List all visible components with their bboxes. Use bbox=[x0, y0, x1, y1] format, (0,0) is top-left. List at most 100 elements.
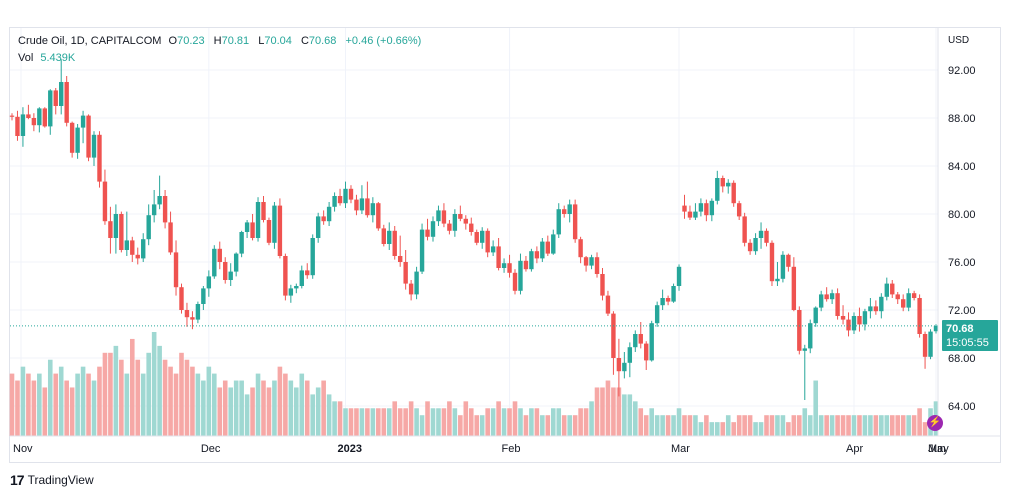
candle-body bbox=[119, 214, 124, 250]
tradingview-logo-icon: 17 bbox=[10, 472, 25, 488]
candle-body bbox=[906, 293, 911, 308]
candle-body bbox=[616, 358, 622, 372]
volume-bar bbox=[168, 366, 173, 436]
volume-bar bbox=[764, 415, 769, 436]
candle-body bbox=[223, 262, 228, 280]
candle-body bbox=[403, 262, 408, 284]
volume-bar bbox=[261, 380, 266, 436]
volume-bar bbox=[425, 401, 430, 436]
symbol-legend: Crude Oil, 1D, CAPITALCOM O70.23 H70.81 … bbox=[18, 35, 427, 47]
x-tick-label: May bbox=[928, 443, 949, 455]
volume-bar bbox=[643, 415, 649, 436]
volume-bar bbox=[195, 373, 201, 436]
currency-label[interactable]: USD bbox=[948, 35, 970, 46]
candle-body bbox=[567, 204, 572, 214]
volume-bar bbox=[80, 366, 86, 436]
volume-bar bbox=[157, 345, 162, 436]
change-value: +0.46 (+0.66%) bbox=[345, 35, 422, 47]
candle-body bbox=[846, 319, 851, 331]
volume-bar bbox=[709, 422, 715, 436]
volume-bar bbox=[365, 408, 370, 436]
x-tick-label: Apr bbox=[846, 443, 863, 455]
symbol-label[interactable]: Crude Oil, 1D, CAPITALCOM bbox=[18, 35, 162, 47]
tradingview-brand[interactable]: 17 TradingView bbox=[10, 472, 94, 488]
candle-body bbox=[20, 114, 26, 136]
candle-body bbox=[244, 222, 250, 232]
candle-body bbox=[857, 316, 862, 325]
candle-body bbox=[299, 270, 304, 286]
volume-bar bbox=[392, 401, 398, 436]
candle-body bbox=[709, 200, 715, 216]
candle-body bbox=[890, 283, 895, 295]
volume-bar bbox=[419, 415, 425, 436]
volume-bar bbox=[359, 408, 365, 436]
candle-body bbox=[715, 178, 720, 201]
volume-bar bbox=[162, 359, 168, 436]
volume-bar bbox=[873, 415, 879, 436]
vol-label: Vol bbox=[18, 52, 34, 64]
price-axis[interactable]: 64.00 68.00 72.00 76.00 80.00 84.00 88.00 92.00 bbox=[948, 65, 976, 413]
candle-body bbox=[305, 270, 310, 276]
volume-bar bbox=[725, 415, 731, 436]
volume-bar bbox=[119, 359, 124, 436]
candle-body bbox=[671, 286, 676, 302]
candle-body bbox=[813, 307, 818, 324]
volume-bar bbox=[523, 415, 529, 436]
high-label: H bbox=[213, 35, 222, 47]
volume-bar bbox=[69, 387, 75, 436]
volume-bar bbox=[20, 366, 26, 436]
volume-bar bbox=[572, 415, 578, 436]
volume-bar bbox=[769, 415, 775, 436]
volume-bar bbox=[900, 415, 906, 436]
volume-bar bbox=[173, 373, 179, 436]
volume-bar bbox=[512, 401, 518, 436]
candle-body bbox=[332, 196, 337, 207]
volume-bar bbox=[447, 401, 452, 436]
low-label: L bbox=[258, 35, 265, 47]
candle-body bbox=[108, 221, 113, 238]
candle-body bbox=[146, 215, 151, 240]
candle-body bbox=[654, 305, 660, 324]
volume-bar bbox=[583, 408, 589, 436]
volume-bar bbox=[376, 408, 381, 436]
last-price-value: 70.68 bbox=[946, 323, 974, 335]
candle-body bbox=[179, 287, 184, 310]
candle-body bbox=[496, 246, 501, 268]
close-label: C bbox=[300, 35, 309, 47]
candle-body bbox=[562, 209, 567, 214]
volume-bar bbox=[53, 373, 59, 436]
volume-bar bbox=[671, 415, 676, 436]
volume-bar bbox=[179, 352, 184, 436]
volume-bar bbox=[288, 380, 294, 436]
volume-bar bbox=[135, 359, 141, 436]
low-value: 70.04 bbox=[264, 35, 292, 47]
y-tick-label: 76.00 bbox=[948, 257, 976, 269]
volume-bar bbox=[452, 408, 458, 436]
candle-body bbox=[704, 203, 709, 216]
candle-body bbox=[190, 317, 195, 320]
volume-bar bbox=[818, 415, 824, 436]
volume-bar bbox=[922, 422, 928, 436]
volume-bar bbox=[31, 380, 37, 436]
candle-body bbox=[447, 223, 452, 231]
candle-body bbox=[900, 299, 906, 308]
candle-body bbox=[780, 254, 786, 279]
volume-bar bbox=[430, 408, 436, 436]
candle-body bbox=[917, 298, 922, 334]
candle-body bbox=[594, 257, 600, 274]
candle-body bbox=[130, 240, 135, 255]
candle-body bbox=[540, 241, 545, 259]
volume-bar bbox=[632, 401, 638, 436]
candle-body bbox=[42, 108, 48, 127]
candle-body bbox=[474, 232, 479, 243]
candle-body bbox=[545, 241, 551, 254]
volume-bar bbox=[337, 401, 343, 436]
candle-body bbox=[365, 198, 370, 216]
volume-bar bbox=[184, 359, 190, 436]
lightning-icon[interactable]: ⚡ bbox=[927, 415, 943, 431]
volume-bar bbox=[228, 387, 233, 436]
volume-bar bbox=[151, 332, 157, 436]
volume-bar bbox=[682, 415, 687, 436]
